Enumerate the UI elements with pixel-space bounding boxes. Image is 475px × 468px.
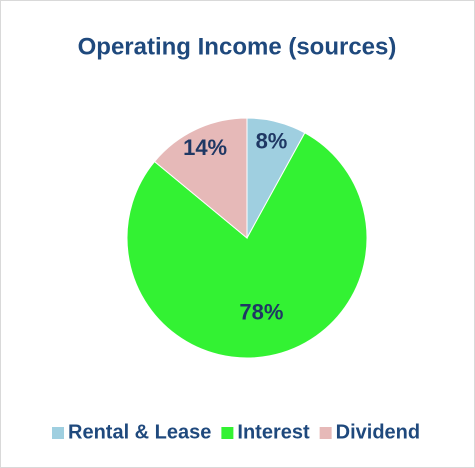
legend-label: Interest bbox=[237, 421, 310, 443]
data-label: 14% bbox=[183, 135, 227, 160]
legend-label: Rental & Lease bbox=[68, 421, 211, 443]
pie-slice bbox=[153, 117, 248, 240]
chart-title: Operating Income (sources) bbox=[78, 33, 397, 60]
legend-swatch bbox=[319, 427, 332, 439]
legend-swatch bbox=[221, 427, 234, 439]
pie-slice bbox=[126, 132, 368, 359]
legend-swatch bbox=[52, 427, 64, 439]
data-label: 8% bbox=[256, 129, 288, 154]
data-label: 78% bbox=[239, 299, 283, 324]
legend-label: Dividend bbox=[336, 421, 420, 443]
